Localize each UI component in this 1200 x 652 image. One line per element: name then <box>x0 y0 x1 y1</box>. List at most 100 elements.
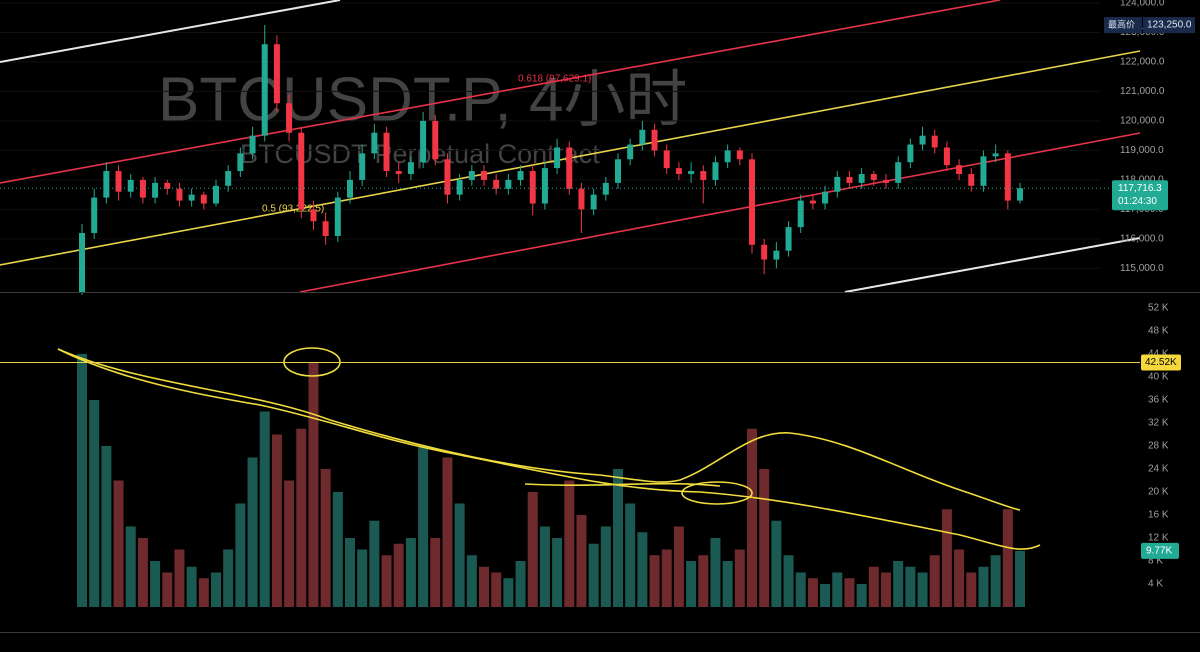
volume-bar <box>990 555 1001 607</box>
volume-bar <box>271 434 282 607</box>
volume-bar <box>844 578 855 607</box>
candle-body <box>895 162 902 183</box>
candle-body <box>481 171 487 180</box>
candle-body <box>444 159 451 195</box>
volume-bar <box>284 480 295 607</box>
candle-body <box>919 135 926 145</box>
y-tick-label: 123,000.0 <box>1120 27 1165 38</box>
volume-bar <box>881 572 891 607</box>
volume-bar <box>552 537 563 607</box>
candle-body <box>541 168 548 204</box>
volume-bar <box>832 572 843 607</box>
volume-tick-label: 8 K <box>1148 556 1163 567</box>
volume-bar <box>357 549 368 607</box>
channel-line <box>299 132 1141 293</box>
candle-body <box>310 209 317 222</box>
candle-body <box>724 150 731 163</box>
volume-tick-label: 36 K <box>1148 395 1169 406</box>
channel-line <box>0 0 1001 184</box>
volume-bar <box>771 520 782 607</box>
y-tick-label: 119,000.0 <box>1120 145 1164 156</box>
candle-body <box>736 150 743 160</box>
candle-body <box>1004 153 1011 201</box>
volume-bar <box>393 543 404 607</box>
volume-bar <box>600 526 611 607</box>
volume-bar <box>527 491 538 607</box>
volume-bar <box>345 537 355 607</box>
candle-body <box>298 132 305 210</box>
volume-bar <box>820 583 831 607</box>
volume-bar <box>698 555 709 607</box>
candle-body <box>883 179 889 183</box>
volume-tick-label: 4 K <box>1148 579 1163 590</box>
y-tick-label: 118,000.0 <box>1120 175 1164 186</box>
volume-tag <box>1141 542 1179 559</box>
candle-body <box>956 165 963 175</box>
volume-level-label: 42.52K <box>1145 357 1177 368</box>
volume-tick-label: 52 K <box>1148 303 1169 314</box>
candles <box>79 25 1023 295</box>
last-price-label: 117,716.3 <box>1118 183 1162 194</box>
watermark-subtitle: BTCUSDT Perpetual Contract <box>240 139 600 169</box>
volume-bar <box>101 445 112 607</box>
volume-bar <box>515 560 526 607</box>
y-tick-label: 115,000.0 <box>1120 263 1164 274</box>
candle-body <box>493 179 500 189</box>
candle-body <box>590 194 597 210</box>
volume-bar <box>162 572 173 607</box>
candle-body <box>176 188 183 201</box>
volume-bar <box>125 526 136 607</box>
volume-bar <box>807 578 818 607</box>
grid <box>0 2 1100 269</box>
candle-body <box>822 191 829 204</box>
volume-bar <box>1002 509 1013 607</box>
candle-body <box>615 159 621 183</box>
volume-bar <box>89 399 100 607</box>
y-tick-label: 116,000.0 <box>1120 234 1164 245</box>
candle-body <box>602 182 609 195</box>
candle-body <box>139 179 146 198</box>
candle-body <box>103 171 110 198</box>
volume-bar <box>186 566 197 607</box>
candle-body <box>188 194 195 201</box>
fib-label: 0.618 (97,629.1) <box>518 74 591 85</box>
volume-bar <box>929 555 940 607</box>
candle-body <box>749 159 755 245</box>
candle-body <box>797 200 804 228</box>
volume-bar <box>174 549 185 607</box>
high-tag-value: 123,250.0 <box>1147 20 1192 31</box>
candle-body <box>688 171 695 175</box>
candle-body <box>578 188 585 210</box>
candle-body <box>261 44 268 136</box>
volume-bar <box>223 549 234 607</box>
volume-bar <box>978 566 989 607</box>
y-tick-label: 120,000.0 <box>1120 116 1165 127</box>
candle-body <box>432 120 439 160</box>
volume-bar <box>564 480 575 607</box>
candle-body <box>846 176 853 183</box>
volume-level-tag <box>1141 354 1181 371</box>
candle-body <box>420 120 427 163</box>
candle-body <box>152 182 159 198</box>
volume-tick-label: 40 K <box>1148 372 1169 383</box>
candle-body <box>907 144 914 163</box>
candle-body <box>164 182 171 189</box>
volume-bar <box>198 578 209 607</box>
volume-bar <box>734 549 745 607</box>
candle-body <box>115 171 122 192</box>
volume-bar <box>442 457 453 607</box>
candle-body <box>785 227 792 251</box>
volume-bar <box>259 411 270 607</box>
candle-body <box>383 132 390 172</box>
volume-bar <box>539 526 550 607</box>
candle-body <box>286 103 293 133</box>
candle-body <box>237 153 244 172</box>
volume-bar <box>868 566 879 607</box>
candle-body <box>931 135 938 148</box>
volume-bar <box>941 509 952 607</box>
candle-body <box>980 156 987 186</box>
candle-body <box>371 132 378 154</box>
volume-bar <box>418 445 429 607</box>
y-tick-label: 121,000.0 <box>1120 86 1165 97</box>
